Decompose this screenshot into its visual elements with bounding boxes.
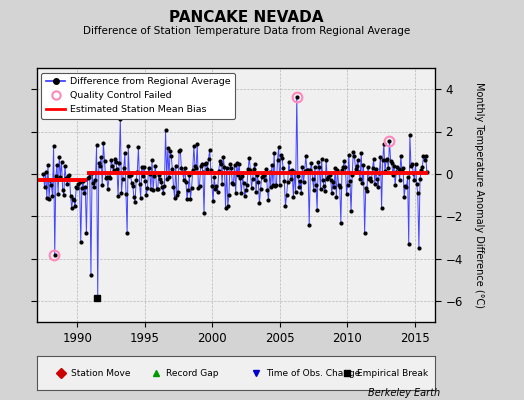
Text: Empirical Break: Empirical Break [357, 368, 429, 378]
Legend: Difference from Regional Average, Quality Control Failed, Estimated Station Mean: Difference from Regional Average, Qualit… [41, 73, 235, 119]
Text: Record Gap: Record Gap [166, 368, 219, 378]
Text: Difference of Station Temperature Data from Regional Average: Difference of Station Temperature Data f… [83, 26, 410, 36]
Text: PANCAKE NEVADA: PANCAKE NEVADA [169, 10, 323, 25]
Y-axis label: Monthly Temperature Anomaly Difference (°C): Monthly Temperature Anomaly Difference (… [474, 82, 484, 308]
Text: Berkeley Earth: Berkeley Earth [368, 388, 440, 398]
Text: Time of Obs. Change: Time of Obs. Change [266, 368, 360, 378]
Text: Station Move: Station Move [71, 368, 130, 378]
